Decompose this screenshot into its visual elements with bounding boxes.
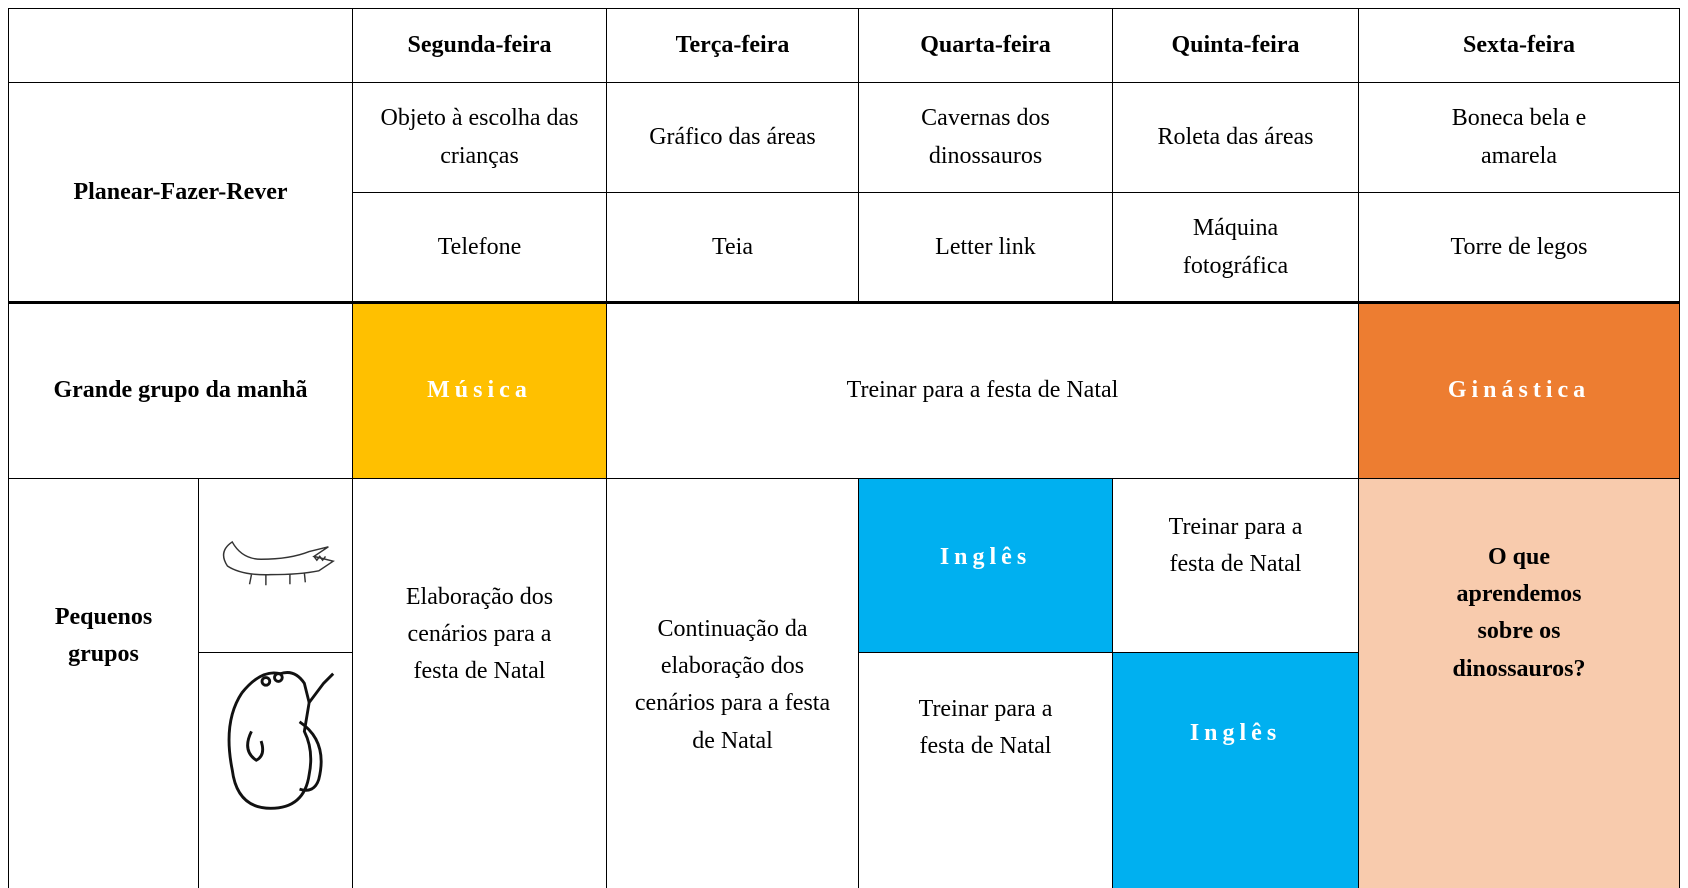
row-label: Pequenos grupos: [8, 478, 199, 888]
cell: Gráfico das áreas: [606, 82, 859, 193]
cell: Boneca bela e amarela: [1358, 82, 1680, 193]
croc-icon-cell: [198, 478, 353, 653]
cell: Roleta das áreas: [1112, 82, 1359, 193]
music-cell: Música: [352, 301, 607, 479]
cell: Teia: [606, 192, 859, 303]
row-label: Grande grupo da manhã: [8, 301, 353, 479]
day-header: Segunda-feira: [352, 8, 607, 83]
english-cell: Inglês: [1112, 652, 1359, 888]
day-header: Quarta-feira: [858, 8, 1113, 83]
cell: Treinar para a festa de Natal: [858, 652, 1113, 888]
cell: Objeto à escolha das crianças: [352, 82, 607, 193]
cell: O que aprendemos sobre os dinossauros?: [1358, 478, 1680, 888]
english-cell: Inglês: [858, 478, 1113, 653]
croc-icon: [222, 540, 335, 585]
day-header: Sexta-feira: [1358, 8, 1680, 83]
day-header: Terça-feira: [606, 8, 859, 83]
cell: Elaboração dos cenários para a festa de …: [352, 478, 607, 888]
day-header: Quinta-feira: [1112, 8, 1359, 83]
cell: Máquina fotográfica: [1112, 192, 1359, 303]
cell: Treinar para a festa de Natal: [606, 301, 1359, 479]
cell: Treinar para a festa de Natal: [1112, 478, 1359, 653]
dragon-icon-cell: [198, 652, 353, 888]
cell: Continuação da elaboração dos cenários p…: [606, 478, 859, 888]
gym-cell: Ginástica: [1358, 301, 1680, 479]
cell: Cavernas dos dinossauros: [858, 82, 1113, 193]
cell: Letter link: [858, 192, 1113, 303]
row-label: Planear-Fazer-Rever: [8, 82, 353, 303]
cell: Telefone: [352, 192, 607, 303]
cell: Torre de legos: [1358, 192, 1680, 303]
dragon-icon: [227, 671, 335, 810]
corner-cell: [8, 8, 353, 83]
